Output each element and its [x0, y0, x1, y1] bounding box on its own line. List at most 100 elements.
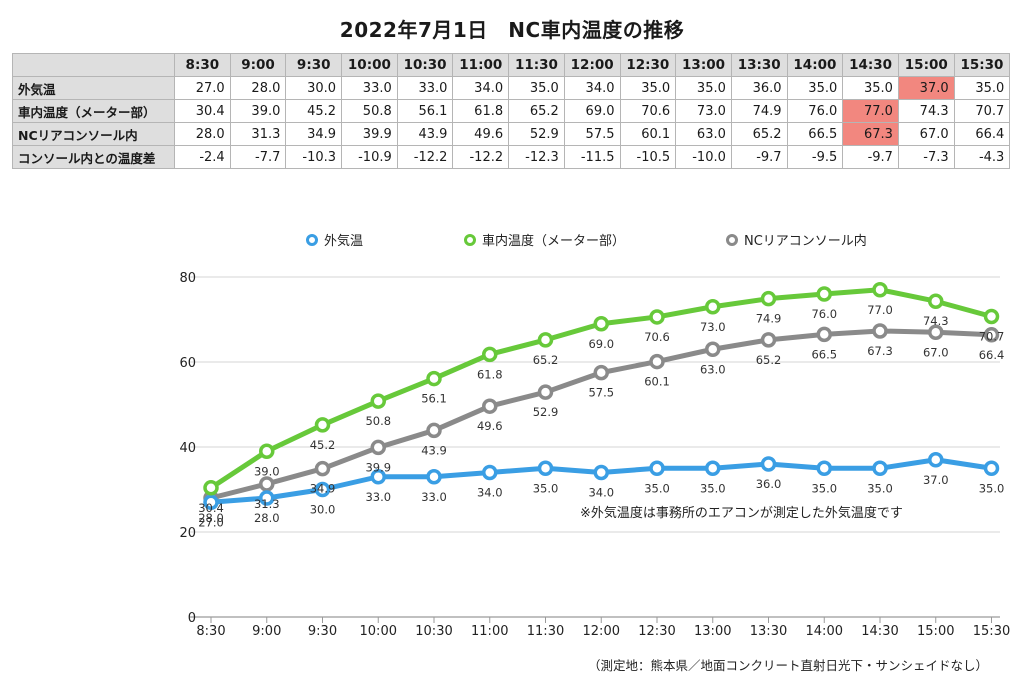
legend-marker	[726, 234, 738, 246]
data-label: 67.0	[923, 345, 949, 359]
table-cell: -10.0	[675, 145, 732, 169]
table-cell: 69.0	[563, 99, 621, 123]
data-label: 67.3	[867, 344, 893, 358]
data-label: 43.9	[421, 443, 447, 457]
data-label: 74.3	[923, 314, 949, 328]
data-label: 33.0	[421, 490, 447, 504]
table-corner-cell	[12, 53, 175, 77]
data-label: 70.7	[979, 330, 1005, 344]
data-point	[928, 324, 944, 340]
table-cell: -12.2	[452, 145, 510, 169]
table-cell: 50.8	[341, 99, 398, 123]
table-header-cell: 11:00	[452, 53, 510, 77]
y-tick-label: 0	[188, 611, 196, 626]
footer-note: （測定地：熊本県／地面コンクリート直射日光下・サンシェイドなし）	[587, 658, 988, 673]
data-point	[259, 476, 275, 492]
data-label: 70.6	[644, 330, 670, 344]
chart-legend: 外気温 車内温度（メーター部） NCリアコンソール内	[306, 233, 867, 249]
table-row-label: 外気温	[12, 76, 175, 100]
x-tick-label: 8:30	[196, 624, 225, 639]
table-cell: 35.0	[619, 76, 677, 100]
data-label: 35.0	[811, 481, 837, 495]
x-tick-label: 15:30	[973, 624, 1010, 639]
data-point	[203, 494, 219, 510]
data-point	[259, 443, 275, 459]
data-label: 39.0	[254, 464, 280, 478]
table-cell: 35.0	[786, 76, 844, 100]
table-header-cell: 11:30	[508, 53, 565, 77]
x-tick-label: 11:00	[471, 624, 508, 639]
data-label: 39.9	[365, 460, 391, 474]
data-point	[760, 290, 777, 307]
data-point	[872, 460, 888, 476]
data-point	[816, 326, 832, 343]
data-label: 35.0	[700, 481, 726, 495]
x-tick-label: 12:00	[583, 624, 620, 639]
data-label: 60.1	[644, 375, 670, 389]
table-cell: 35.0	[842, 76, 899, 100]
data-point	[649, 353, 665, 370]
table-cell: 33.0	[396, 76, 454, 100]
table-cell: -12.2	[396, 145, 454, 169]
table-cell: 43.9	[396, 122, 454, 146]
table-cell: 27.0	[174, 76, 231, 100]
table-header-cell: 10:30	[396, 53, 454, 77]
data-label: 27.0	[198, 515, 224, 529]
data-table: 8:30 9:00 9:30 10:00 10:30 11:00 11:30 12:00 12:…	[12, 53, 1011, 169]
data-label: 36.0	[756, 477, 782, 491]
table-cell: 35.0	[953, 76, 1011, 100]
chart-grid	[190, 276, 1000, 618]
data-label: 65.2	[756, 353, 782, 367]
table-cell: -10.5	[619, 145, 677, 169]
data-point	[370, 393, 386, 409]
table-cell: 70.7	[953, 99, 1011, 123]
x-tick-label: 13:30	[750, 624, 787, 639]
data-label: 65.2	[533, 353, 559, 367]
table-cell: -12.3	[508, 145, 565, 169]
data-label: 77.0	[867, 303, 893, 317]
data-point	[537, 460, 554, 476]
table-row: NCリアコンソール内 28.0 31.3 34.9 39.9 43.9 49.6 52.9 57…	[12, 122, 1011, 146]
table-cell: 56.1	[396, 99, 454, 123]
table-cell: 67.0	[897, 122, 955, 146]
table-header-cell: 9:30	[285, 53, 343, 77]
legend-label: NCリアコンソール内	[744, 233, 867, 249]
table-cell: 37.0	[897, 76, 955, 100]
table-cell: -2.4	[174, 145, 231, 169]
table-cell: -11.5	[563, 145, 621, 169]
data-point	[314, 481, 331, 498]
data-point	[983, 327, 1000, 343]
x-tick-label: 11:30	[527, 624, 564, 639]
data-label: 74.9	[756, 312, 782, 326]
table-header-cell: 13:30	[730, 53, 788, 77]
table-cell: 63.0	[675, 122, 732, 146]
table-header-cell: 10:00	[341, 53, 398, 77]
data-point	[649, 309, 665, 325]
legend-marker	[464, 234, 476, 246]
data-label: 28.0	[254, 511, 280, 525]
data-point	[593, 316, 609, 332]
x-tick-label: 9:00	[252, 624, 281, 639]
table-row-label: コンソール内との温度差	[12, 145, 175, 169]
table-cell: 39.9	[341, 122, 398, 146]
table-header-cell: 14:30	[842, 53, 899, 77]
data-label: 57.5	[588, 386, 614, 400]
table-cell: 52.9	[508, 122, 565, 146]
data-point	[705, 341, 721, 357]
data-point	[426, 370, 442, 387]
chart-series	[203, 282, 1000, 510]
chart-data-labels: 27.0 28.030.033.0 33.0 34.0 35.0 34.0 35.0 35.0…	[198, 303, 1004, 530]
table-cell: -9.5	[786, 145, 844, 169]
data-label: 56.1	[421, 392, 447, 406]
data-point	[482, 346, 498, 363]
data-label: 76.0	[811, 307, 837, 321]
data-label: 35.0	[979, 481, 1005, 495]
x-tick-label: 10:30	[415, 624, 452, 639]
data-point	[482, 464, 498, 481]
table-cell: -7.7	[229, 145, 287, 169]
table-cell: -9.7	[730, 145, 788, 169]
data-point	[370, 469, 386, 485]
table-cell: 70.6	[619, 99, 677, 123]
x-tick-label: 15:00	[917, 624, 954, 639]
table-cell: 74.9	[730, 99, 788, 123]
